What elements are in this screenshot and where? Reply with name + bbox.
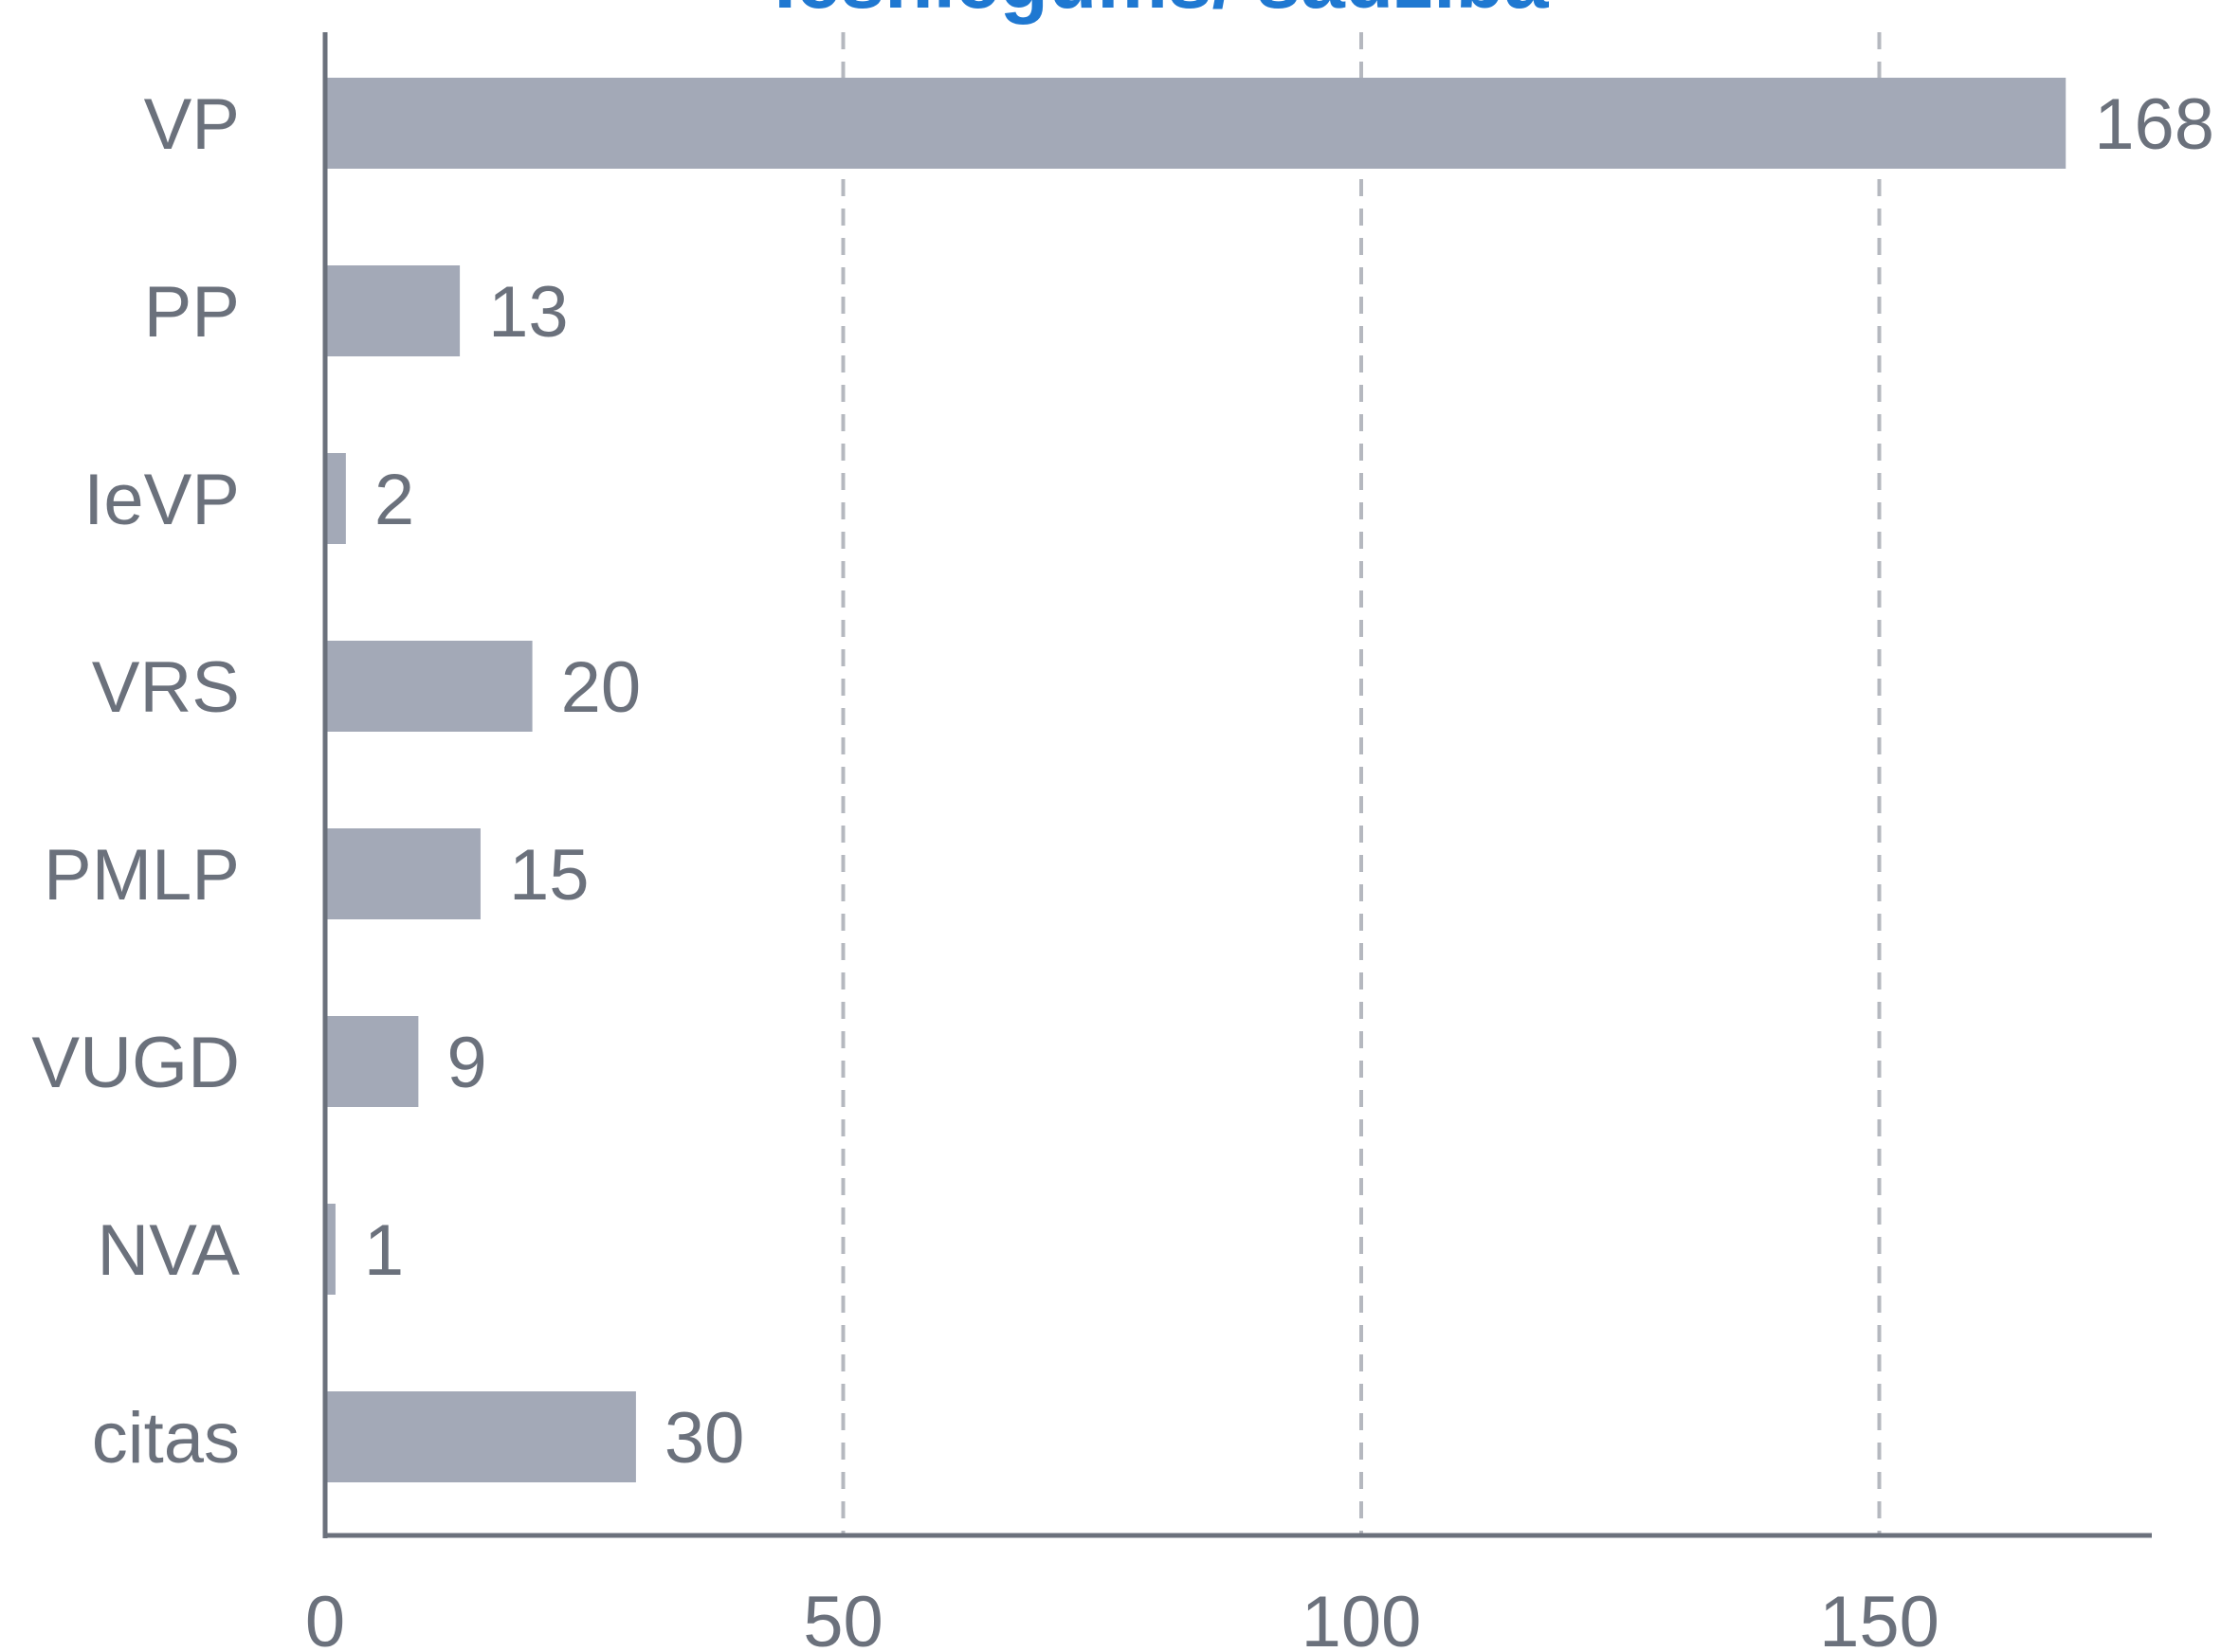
category-label-pp: PP	[144, 272, 240, 353]
value-label-vugd: 9	[446, 1023, 486, 1103]
x-tick-labels: 0 50 100 150	[305, 1582, 1939, 1652]
value-label-pp: 13	[488, 272, 569, 353]
chart-title: Iesniegums/ sadzība	[774, 0, 1550, 25]
category-label-ievp: IeVP	[83, 460, 240, 540]
category-label-citas: citas	[92, 1398, 240, 1479]
value-labels: 168 13 2 20 15 9 1 30	[364, 84, 2214, 1479]
bar-vugd	[325, 1016, 419, 1107]
category-labels: VP PP IeVP VRS PMLP VUGD NVA citas	[31, 84, 240, 1479]
bar-pmlp	[325, 828, 481, 919]
value-label-pmlp: 15	[509, 835, 590, 916]
category-label-nva: NVA	[97, 1210, 240, 1291]
bar-pp	[325, 265, 461, 356]
x-tick-150: 150	[1819, 1582, 1939, 1652]
bars	[325, 78, 2066, 1482]
category-label-vrs: VRS	[92, 647, 240, 728]
value-label-nva: 1	[364, 1210, 404, 1291]
category-label-vp: VP	[144, 84, 240, 165]
x-tick-50: 50	[803, 1582, 883, 1652]
category-label-vugd: VUGD	[31, 1023, 240, 1103]
value-label-vrs: 20	[561, 647, 642, 728]
gridlines	[841, 32, 1882, 1534]
bar-vrs	[325, 641, 533, 732]
value-label-citas: 30	[664, 1398, 745, 1479]
value-label-vp: 168	[2094, 84, 2214, 165]
bar-ievp	[325, 453, 346, 544]
value-label-ievp: 2	[374, 460, 414, 540]
category-label-pmlp: PMLP	[44, 835, 240, 916]
bar-citas	[325, 1391, 636, 1482]
bar-vp	[325, 78, 2066, 169]
bar-nva	[325, 1204, 336, 1295]
x-tick-0: 0	[305, 1582, 345, 1652]
x-tick-100: 100	[1302, 1582, 1422, 1652]
